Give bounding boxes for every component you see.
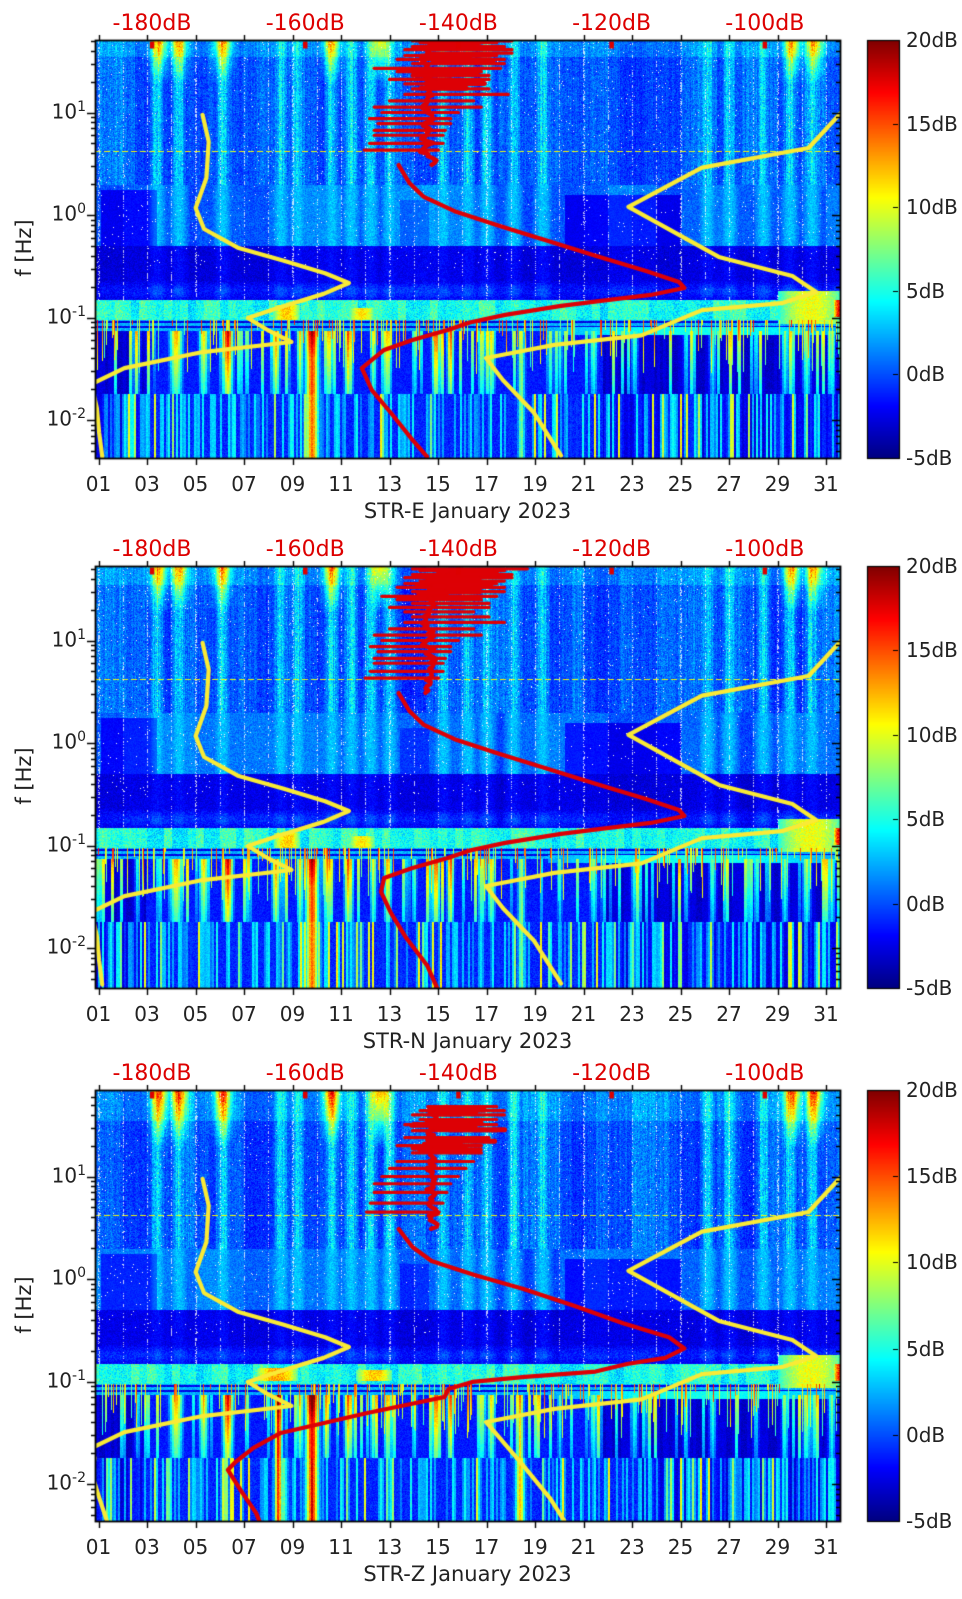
spectrogram-figure-canvas	[0, 0, 962, 1599]
figure-page: { "figure": {"width": 962, "height": 159…	[0, 0, 962, 1599]
